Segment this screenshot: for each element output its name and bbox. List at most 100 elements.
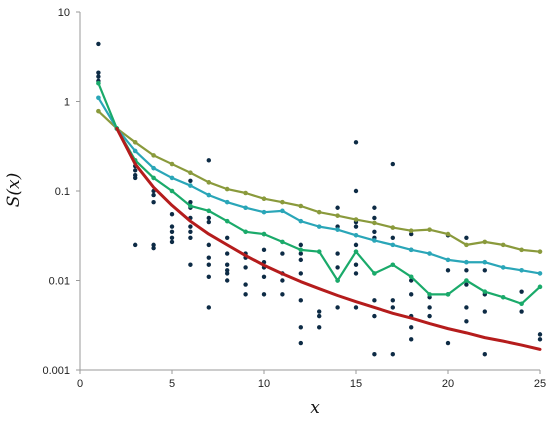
series-marker-teal-line <box>243 205 248 211</box>
scatter-point <box>519 289 524 294</box>
series-marker-olive-line <box>390 225 396 230</box>
series-marker-olive-line <box>464 242 469 248</box>
x-tick-label: 10 <box>258 378 270 390</box>
scatter-point <box>243 292 248 297</box>
series-marker-green-line <box>445 292 451 297</box>
series-marker-olive-line <box>280 199 285 205</box>
series-marker-olive-line <box>353 217 359 222</box>
scatter-point <box>372 352 377 357</box>
series-marker-teal-line <box>372 238 377 243</box>
x-tick-label: 20 <box>442 378 454 390</box>
scatter-point <box>225 268 230 273</box>
scatter-point <box>96 41 101 47</box>
scatter-point <box>169 239 175 245</box>
scatter-point <box>243 282 248 287</box>
scatter-point <box>225 251 230 256</box>
scatter-point <box>206 158 211 163</box>
scatter-point <box>206 215 211 221</box>
scatter-point <box>96 74 101 79</box>
scatter-point <box>445 268 451 273</box>
series-marker-olive-line <box>96 108 101 114</box>
scatter-point <box>188 199 193 205</box>
x-axis-label: x <box>310 398 320 418</box>
series-marker-teal-line <box>408 247 414 253</box>
scatter-point <box>188 262 193 267</box>
series-marker-teal-line <box>151 165 156 171</box>
y-tick-label: 0.001 <box>42 365 70 377</box>
x-tick-label: 15 <box>350 378 362 390</box>
scatter-point <box>280 292 285 297</box>
series-marker-olive-line <box>445 231 451 237</box>
series-marker-teal-line <box>500 265 506 270</box>
series-marker-green-line <box>353 249 359 254</box>
series-line-olive-line <box>97 110 542 253</box>
series-marker-green-line <box>96 80 101 86</box>
series-marker-teal-line <box>169 175 175 181</box>
series-marker-olive-line <box>335 213 340 218</box>
series-marker-green-line <box>298 247 304 253</box>
series-marker-olive-line <box>298 203 304 209</box>
scatter-point <box>206 274 211 279</box>
scatter-point <box>261 274 267 279</box>
series-marker-green-line <box>224 218 230 224</box>
scatter-point <box>225 278 230 283</box>
series-marker-olive-line <box>188 170 193 176</box>
series-marker-teal-line <box>335 227 340 232</box>
series-marker-teal-line <box>132 148 138 154</box>
series-marker-green-line <box>169 188 175 194</box>
series-marker-green-line <box>537 284 543 290</box>
series-marker-olive-line <box>482 239 488 245</box>
y-tick-label: 10 <box>58 7 70 19</box>
series-marker-teal-line <box>316 224 322 229</box>
scatter-point <box>482 352 487 357</box>
series-marker-teal-line <box>427 251 432 256</box>
scatter-point <box>169 224 175 229</box>
scatter-point <box>353 242 359 248</box>
y-tick-label: 0.01 <box>49 276 70 288</box>
scatter-point <box>225 235 230 240</box>
series-marker-olive-line <box>427 227 432 232</box>
scatter-point <box>188 224 193 229</box>
scatter-point <box>298 298 303 303</box>
series-marker-green-line <box>390 262 396 268</box>
scatter-point <box>133 175 138 181</box>
series-marker-olive-line <box>316 209 322 215</box>
series-marker-teal-line <box>188 183 193 188</box>
scatter-point <box>445 340 451 346</box>
series-marker-teal-line <box>519 268 524 273</box>
scatter-point <box>206 219 211 225</box>
scatter-point <box>206 255 211 260</box>
scatter-point <box>409 278 414 283</box>
plot-area <box>96 41 543 357</box>
x-tick-label: 5 <box>169 378 175 390</box>
series-marker-green-line <box>243 229 248 235</box>
series-marker-green-line <box>408 274 414 280</box>
scatter-point <box>298 257 303 263</box>
scatter-point <box>335 265 340 270</box>
scatter-point <box>464 305 469 310</box>
series-marker-olive-line <box>537 249 543 254</box>
scatter-point <box>372 298 377 303</box>
series-marker-green-line <box>316 249 322 254</box>
series-marker-teal-line <box>96 95 101 101</box>
scatter-point <box>464 319 469 324</box>
series-line-green-line <box>97 82 542 305</box>
series-marker-olive-line <box>224 186 230 192</box>
series-marker-green-line <box>500 294 506 300</box>
scatter-point <box>206 305 211 310</box>
series-marker-olive-line <box>132 140 138 145</box>
scatter-point <box>151 242 156 248</box>
scatter-point <box>133 242 138 248</box>
scatter-point <box>335 305 340 310</box>
x-tick-label: 25 <box>534 378 546 390</box>
scatter-point <box>372 205 377 210</box>
scatter-point <box>482 268 487 273</box>
series-marker-green-line <box>427 292 432 297</box>
series-marker-olive-line <box>261 196 267 202</box>
series-marker-green-line <box>151 175 156 181</box>
series-marker-teal-line <box>206 192 212 198</box>
scatter-point <box>280 251 285 256</box>
scatter-point <box>482 309 487 314</box>
scatter-point <box>335 205 340 210</box>
series-marker-teal-line <box>537 271 543 276</box>
